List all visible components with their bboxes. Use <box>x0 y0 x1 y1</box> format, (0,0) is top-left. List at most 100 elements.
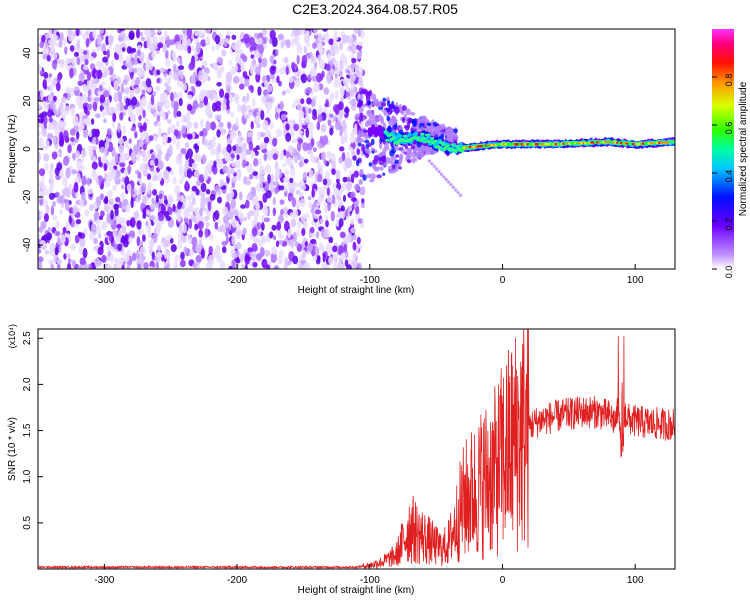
heatmap-cell <box>337 261 342 269</box>
heatmap-cell <box>141 89 146 95</box>
heatmap-cell <box>269 54 274 64</box>
heatmap-cell <box>60 234 66 244</box>
heatmap-cell <box>216 81 222 87</box>
heatmap-cell <box>327 201 331 212</box>
heatmap-cell <box>333 38 337 48</box>
heatmap-cell <box>67 144 72 154</box>
bottom-y-tick-label: 2.0 <box>22 377 33 391</box>
heatmap-cell <box>137 228 144 235</box>
heatmap-cell <box>426 122 432 127</box>
heatmap-cell <box>272 235 277 241</box>
heatmap-cell <box>453 128 458 134</box>
heatmap-cell <box>265 109 270 115</box>
heatmap-cell <box>71 260 76 267</box>
heatmap-cell <box>87 188 94 195</box>
heatmap-cell <box>156 69 161 76</box>
heatmap-cell <box>415 136 420 140</box>
heatmap-cell <box>202 191 206 203</box>
heatmap-cell <box>230 98 234 103</box>
heatmap-cell <box>53 103 57 115</box>
heatmap-cell <box>255 253 262 261</box>
heatmap-cell <box>432 164 436 168</box>
heatmap-cell <box>330 51 336 57</box>
heatmap-cell <box>142 234 146 242</box>
heatmap-cell <box>39 179 45 190</box>
heatmap-cell <box>419 127 426 131</box>
heatmap-cell <box>297 130 304 135</box>
heatmap-cell <box>377 115 384 122</box>
heatmap-cell <box>272 137 278 147</box>
heatmap-cell <box>284 256 289 267</box>
heatmap-cell <box>172 91 178 100</box>
heatmap-cell <box>113 203 120 210</box>
heatmap-cell <box>81 175 87 186</box>
heatmap-cell <box>306 97 312 105</box>
heatmap-cell <box>250 85 254 94</box>
heatmap-cell <box>328 256 334 265</box>
heatmap-cell <box>96 35 101 46</box>
heatmap-cell <box>348 206 353 212</box>
heatmap-cell <box>187 94 193 100</box>
heatmap-cell <box>252 261 258 268</box>
heatmap-cell <box>218 121 224 128</box>
heatmap-cell <box>163 251 168 259</box>
heatmap-cell <box>430 162 434 166</box>
heatmap-cell <box>258 180 264 189</box>
heatmap-cell <box>195 42 201 53</box>
heatmap-cell <box>314 209 322 215</box>
heatmap-cell <box>141 196 148 204</box>
heatmap-cell <box>146 38 151 49</box>
heatmap-cell <box>291 182 299 189</box>
heatmap-cell <box>110 131 115 137</box>
heatmap-cell <box>151 169 158 176</box>
heatmap-cell <box>207 259 214 267</box>
heatmap-cell <box>78 72 85 82</box>
heatmap-cell <box>325 220 329 228</box>
heatmap-cell <box>360 29 365 39</box>
heatmap-cell <box>175 120 180 128</box>
heatmap-cell <box>92 29 97 39</box>
heatmap-cell <box>42 78 47 89</box>
heatmap-cell <box>195 180 201 187</box>
heatmap-cell <box>352 155 357 161</box>
heatmap-cell <box>142 213 147 219</box>
heatmap-cell <box>266 237 271 243</box>
heatmap-cell <box>306 42 311 48</box>
heatmap-cell <box>308 51 313 58</box>
heatmap-cell <box>371 147 375 152</box>
heatmap-cell <box>316 121 321 131</box>
heatmap-cell <box>337 211 342 218</box>
heatmap-cell <box>186 168 193 179</box>
heatmap-cell <box>310 56 315 62</box>
heatmap-cell <box>157 171 163 182</box>
heatmap-cell <box>169 38 176 46</box>
heatmap-cell <box>98 215 104 221</box>
heatmap-cell <box>147 101 152 111</box>
heatmap-cell <box>407 159 412 164</box>
heatmap-cell <box>304 35 310 41</box>
heatmap-cell <box>193 207 200 216</box>
heatmap-cell <box>169 125 176 134</box>
heatmap-cell <box>260 144 267 150</box>
heatmap-cell <box>190 45 195 51</box>
heatmap-cell <box>239 83 245 90</box>
heatmap-cell <box>95 128 100 138</box>
heatmap-cell <box>214 221 219 230</box>
heatmap-cell <box>261 235 267 244</box>
heatmap-cell <box>313 83 320 93</box>
heatmap-cell <box>51 201 57 208</box>
heatmap-cell <box>274 186 279 194</box>
heatmap-cell <box>267 156 272 161</box>
heatmap-cell <box>128 30 135 40</box>
heatmap-cell <box>276 75 280 84</box>
heatmap-cell <box>222 165 228 174</box>
heatmap-cell <box>145 78 152 88</box>
heatmap-cell <box>255 200 260 210</box>
heatmap-cell <box>253 157 259 167</box>
heatmap-cell <box>183 246 188 253</box>
heatmap-cell <box>350 173 355 184</box>
heatmap-cell <box>299 156 304 162</box>
heatmap-cell <box>63 130 69 140</box>
heatmap-cell <box>424 136 430 142</box>
heatmap-cell <box>73 51 79 57</box>
